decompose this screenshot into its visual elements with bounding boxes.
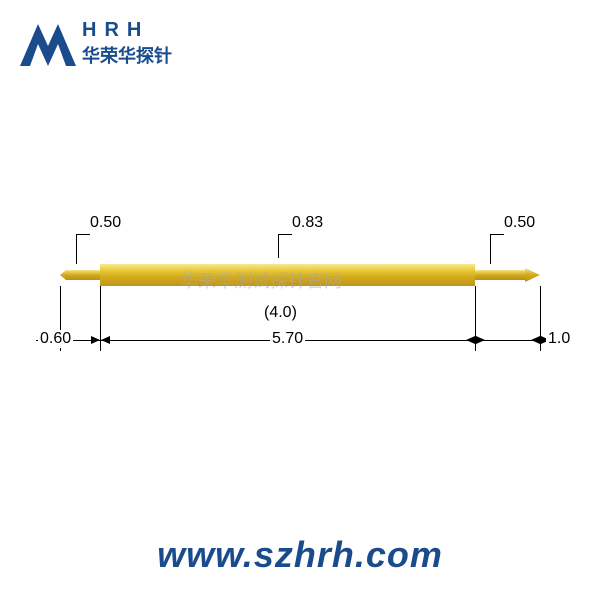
- probe-diagram: 华荣华测试探针官网 0.50 0.83 0.50 (4.0) 0.60 5.70…: [60, 220, 540, 360]
- arrow-icon: [476, 336, 485, 344]
- probe-tip-right: [525, 268, 540, 282]
- probe-tip-left: [60, 270, 100, 280]
- callout-dia-body: 0.83: [292, 214, 323, 232]
- arrow-icon: [101, 336, 110, 344]
- dim-paren: (4.0): [262, 304, 299, 322]
- probe-body: [60, 264, 540, 286]
- callout-dia-left: 0.50: [90, 214, 121, 232]
- probe-main: [100, 264, 475, 286]
- logo-text: HRH 华荣华探针: [82, 19, 172, 68]
- dia-right-label: 0.50: [504, 214, 535, 231]
- logo-icon: [18, 18, 78, 68]
- logo-name: 华荣华探针: [82, 42, 172, 68]
- logo: HRH 华荣华探针: [18, 18, 172, 68]
- arrow-icon: [91, 336, 100, 344]
- dia-body-label: 0.83: [292, 214, 323, 231]
- probe-right-segment: [475, 270, 525, 280]
- arrow-icon: [531, 336, 540, 344]
- logo-abbr: HRH: [82, 19, 172, 42]
- dia-left-label: 0.50: [90, 214, 121, 231]
- dim-left: 0.60: [38, 330, 73, 348]
- dim-main: 5.70: [270, 330, 305, 348]
- arrow-icon: [466, 336, 475, 344]
- callout-dia-right: 0.50: [504, 214, 535, 232]
- dim-right: 1.0: [546, 330, 572, 348]
- website-url: www.szhrh.com: [0, 534, 600, 576]
